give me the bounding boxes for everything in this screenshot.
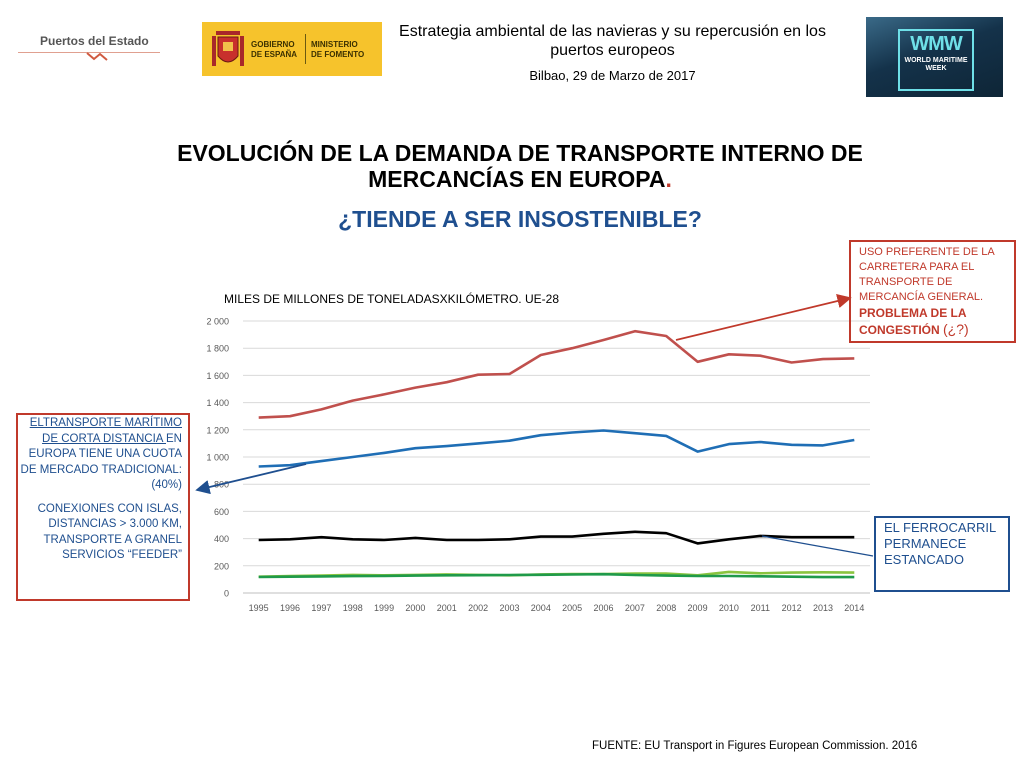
presentation-date: Bilbao, 29 de Marzo de 2017	[529, 68, 696, 83]
logo-separator	[305, 34, 306, 64]
callout-arrows	[195, 293, 874, 557]
ministerio-text: MINISTERIO DE FOMENTO	[311, 40, 365, 59]
road-callout: USO PREFERENTE DE LA CARRETERA PARA EL T…	[849, 240, 1016, 343]
short-sea-callout: ELTRANSPORTE MARÍTIMO DE CORTA DISTANCIA…	[16, 413, 190, 601]
road-callout-emphasis: PROBLEMA DE LA CONGESTIÓN (¿?)	[859, 305, 1008, 338]
x-tick-label: 2001	[437, 603, 457, 613]
chart-title: MILES DE MILLONES DE TONELADASXKILÓMETRO…	[224, 292, 559, 306]
short-sea-callout-arrow	[195, 463, 307, 495]
gobierno-text: GOBIERNO DE ESPAÑA	[251, 40, 298, 59]
x-tick-label: 1995	[249, 603, 269, 613]
y-tick-label: 1 000	[206, 453, 229, 463]
x-tick-label: 2010	[719, 603, 739, 613]
y-tick-label: 1 200	[206, 425, 229, 435]
short-sea-callout-underlined: ELTRANSPORTE MARÍTIMO DE CORTA DISTANCIA	[29, 417, 182, 445]
x-tick-label: 2012	[782, 603, 802, 613]
rail-callout-text: EL FERROCARRIL PERMANECE ESTANCADO	[884, 520, 996, 567]
puertos-logo-mark-icon	[86, 52, 108, 61]
y-tick-label: 1 400	[206, 398, 229, 408]
x-tick-label: 2002	[468, 603, 488, 613]
rail-callout-arrow	[761, 535, 874, 557]
y-tick-label: 600	[214, 507, 229, 517]
short-sea-callout-text2: CONEXIONES CON ISLAS, DISTANCIAS > 3.000…	[37, 502, 182, 562]
series-line-carretera	[258, 329, 855, 419]
source-note: FUENTE: EU Transport in Figures European…	[592, 740, 918, 752]
puertos-logo-text: Puertos del Estado	[40, 34, 149, 48]
y-tick-label: 1 600	[206, 371, 229, 381]
y-tick-label: 2 000	[206, 317, 229, 327]
x-tick-label: 1996	[280, 603, 300, 613]
x-tick-label: 2007	[625, 603, 645, 613]
x-tick-label: 2005	[562, 603, 582, 613]
x-tick-label: 2004	[531, 603, 551, 613]
world-maritime-week-logo: WMW WORLD MARITIME WEEK	[866, 17, 1003, 97]
series-line-oleoductos	[258, 572, 855, 579]
presentation-title: Estrategia ambiental de las navieras y s…	[399, 23, 826, 59]
slide-title-dot: .	[665, 166, 672, 192]
puertos-logo-underline	[18, 52, 160, 53]
slide-subtitle: ¿TIENDE A SER INSOSTENIBLE?	[338, 206, 702, 232]
y-tick-label: 200	[214, 561, 229, 571]
x-tick-label: 1997	[311, 603, 331, 613]
short-sea-callout-text: ELTRANSPORTE MARÍTIMO DE CORTA DISTANCIA…	[20, 416, 182, 494]
slide-title-text: EVOLUCIÓN DE LA DEMANDA DE TRANSPORTE IN…	[177, 140, 863, 192]
x-tick-label: 2008	[656, 603, 676, 613]
series-line-mar-timo-corta-distancia	[258, 429, 855, 468]
x-tick-label: 1999	[374, 603, 394, 613]
y-tick-label: 0	[224, 589, 229, 599]
x-tick-label: 2006	[594, 603, 614, 613]
gobierno-de-espana-logo: GOBIERNO DE ESPAÑA MINISTERIO DE FOMENTO	[202, 22, 382, 76]
rail-callout: EL FERROCARRIL PERMANECE ESTANCADO	[874, 516, 1010, 592]
x-tick-label: 1998	[343, 603, 363, 613]
road-callout-question: (¿?)	[943, 321, 969, 337]
wmw-subtitle: WORLD MARITIME WEEK	[904, 57, 968, 72]
slide-title: EVOLUCIÓN DE LA DEMANDA DE TRANSPORTE IN…	[120, 140, 920, 192]
road-callout-bold: PROBLEMA DE LA CONGESTIÓN	[859, 306, 967, 337]
x-tick-label: 2011	[751, 603, 770, 613]
coat-of-arms-icon	[212, 31, 244, 66]
x-tick-label: 2009	[688, 603, 708, 613]
puertos-del-estado-logo: Puertos del Estado	[18, 28, 163, 68]
chart-x-axis: 1995 1996 1997 1998 1999 2000 2001 2002 2003 2004…	[249, 603, 865, 613]
chart-gridlines	[243, 320, 870, 594]
x-tick-label: 2000	[405, 603, 425, 613]
wmw-frame: WMW WORLD MARITIME WEEK	[898, 29, 974, 91]
road-callout-arrow	[675, 293, 852, 341]
y-tick-label: 400	[214, 534, 229, 544]
x-tick-label: 2013	[813, 603, 833, 613]
x-tick-label: 2003	[499, 603, 519, 613]
y-tick-label: 1 800	[206, 344, 229, 354]
series-line-ferrocarril	[258, 530, 855, 545]
chart-series	[258, 329, 855, 579]
road-callout-text: USO PREFERENTE DE LA CARRETERA PARA EL T…	[859, 246, 995, 303]
x-tick-label: 2014	[844, 603, 864, 613]
wmw-letters: WMW	[910, 33, 962, 55]
short-sea-callout-rest: EN EUROPA TIENE UNA CUOTA DE MERCADO TRA…	[20, 432, 182, 492]
